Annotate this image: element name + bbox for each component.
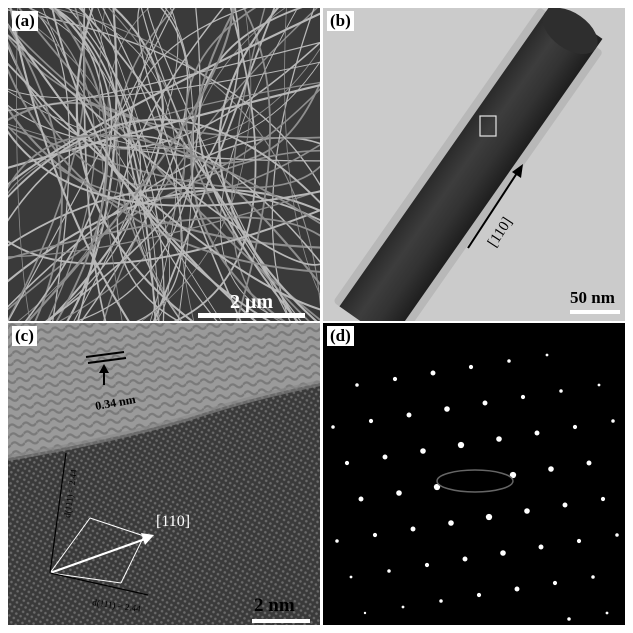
scale-bar-c-text: 2 nm: [254, 595, 295, 616]
sem-image: [8, 8, 320, 321]
panel-d: (d): [323, 323, 625, 625]
scale-bar-a-text: 2 μm: [230, 291, 273, 313]
tem-image: [110]: [323, 8, 625, 321]
panel-b-label: (b): [327, 11, 354, 31]
panel-c-label: (c): [12, 326, 37, 346]
scale-bar-c: [252, 619, 310, 623]
spacing-label: 0.34 nm: [94, 392, 136, 413]
panel-c: 0.34 nm d(111) = 2.44 d(111) = 2.44 [110…: [8, 323, 320, 625]
panel-a: (a) 2 μm: [8, 8, 320, 321]
panel-d-label: (d): [327, 326, 354, 346]
scale-bar-a: [198, 313, 305, 318]
panel-b: [110] (b) 50 nm: [323, 8, 625, 321]
panel-a-label: (a): [12, 11, 38, 31]
hrtem-image: 0.34 nm d(111) = 2.44 d(111) = 2.44 [110…: [8, 323, 320, 625]
scale-bar-b-text: 50 nm: [570, 288, 615, 307]
saed-pattern: [331, 353, 619, 621]
direction-label-c: [110]: [156, 513, 190, 530]
scale-bar-b: [570, 310, 620, 314]
